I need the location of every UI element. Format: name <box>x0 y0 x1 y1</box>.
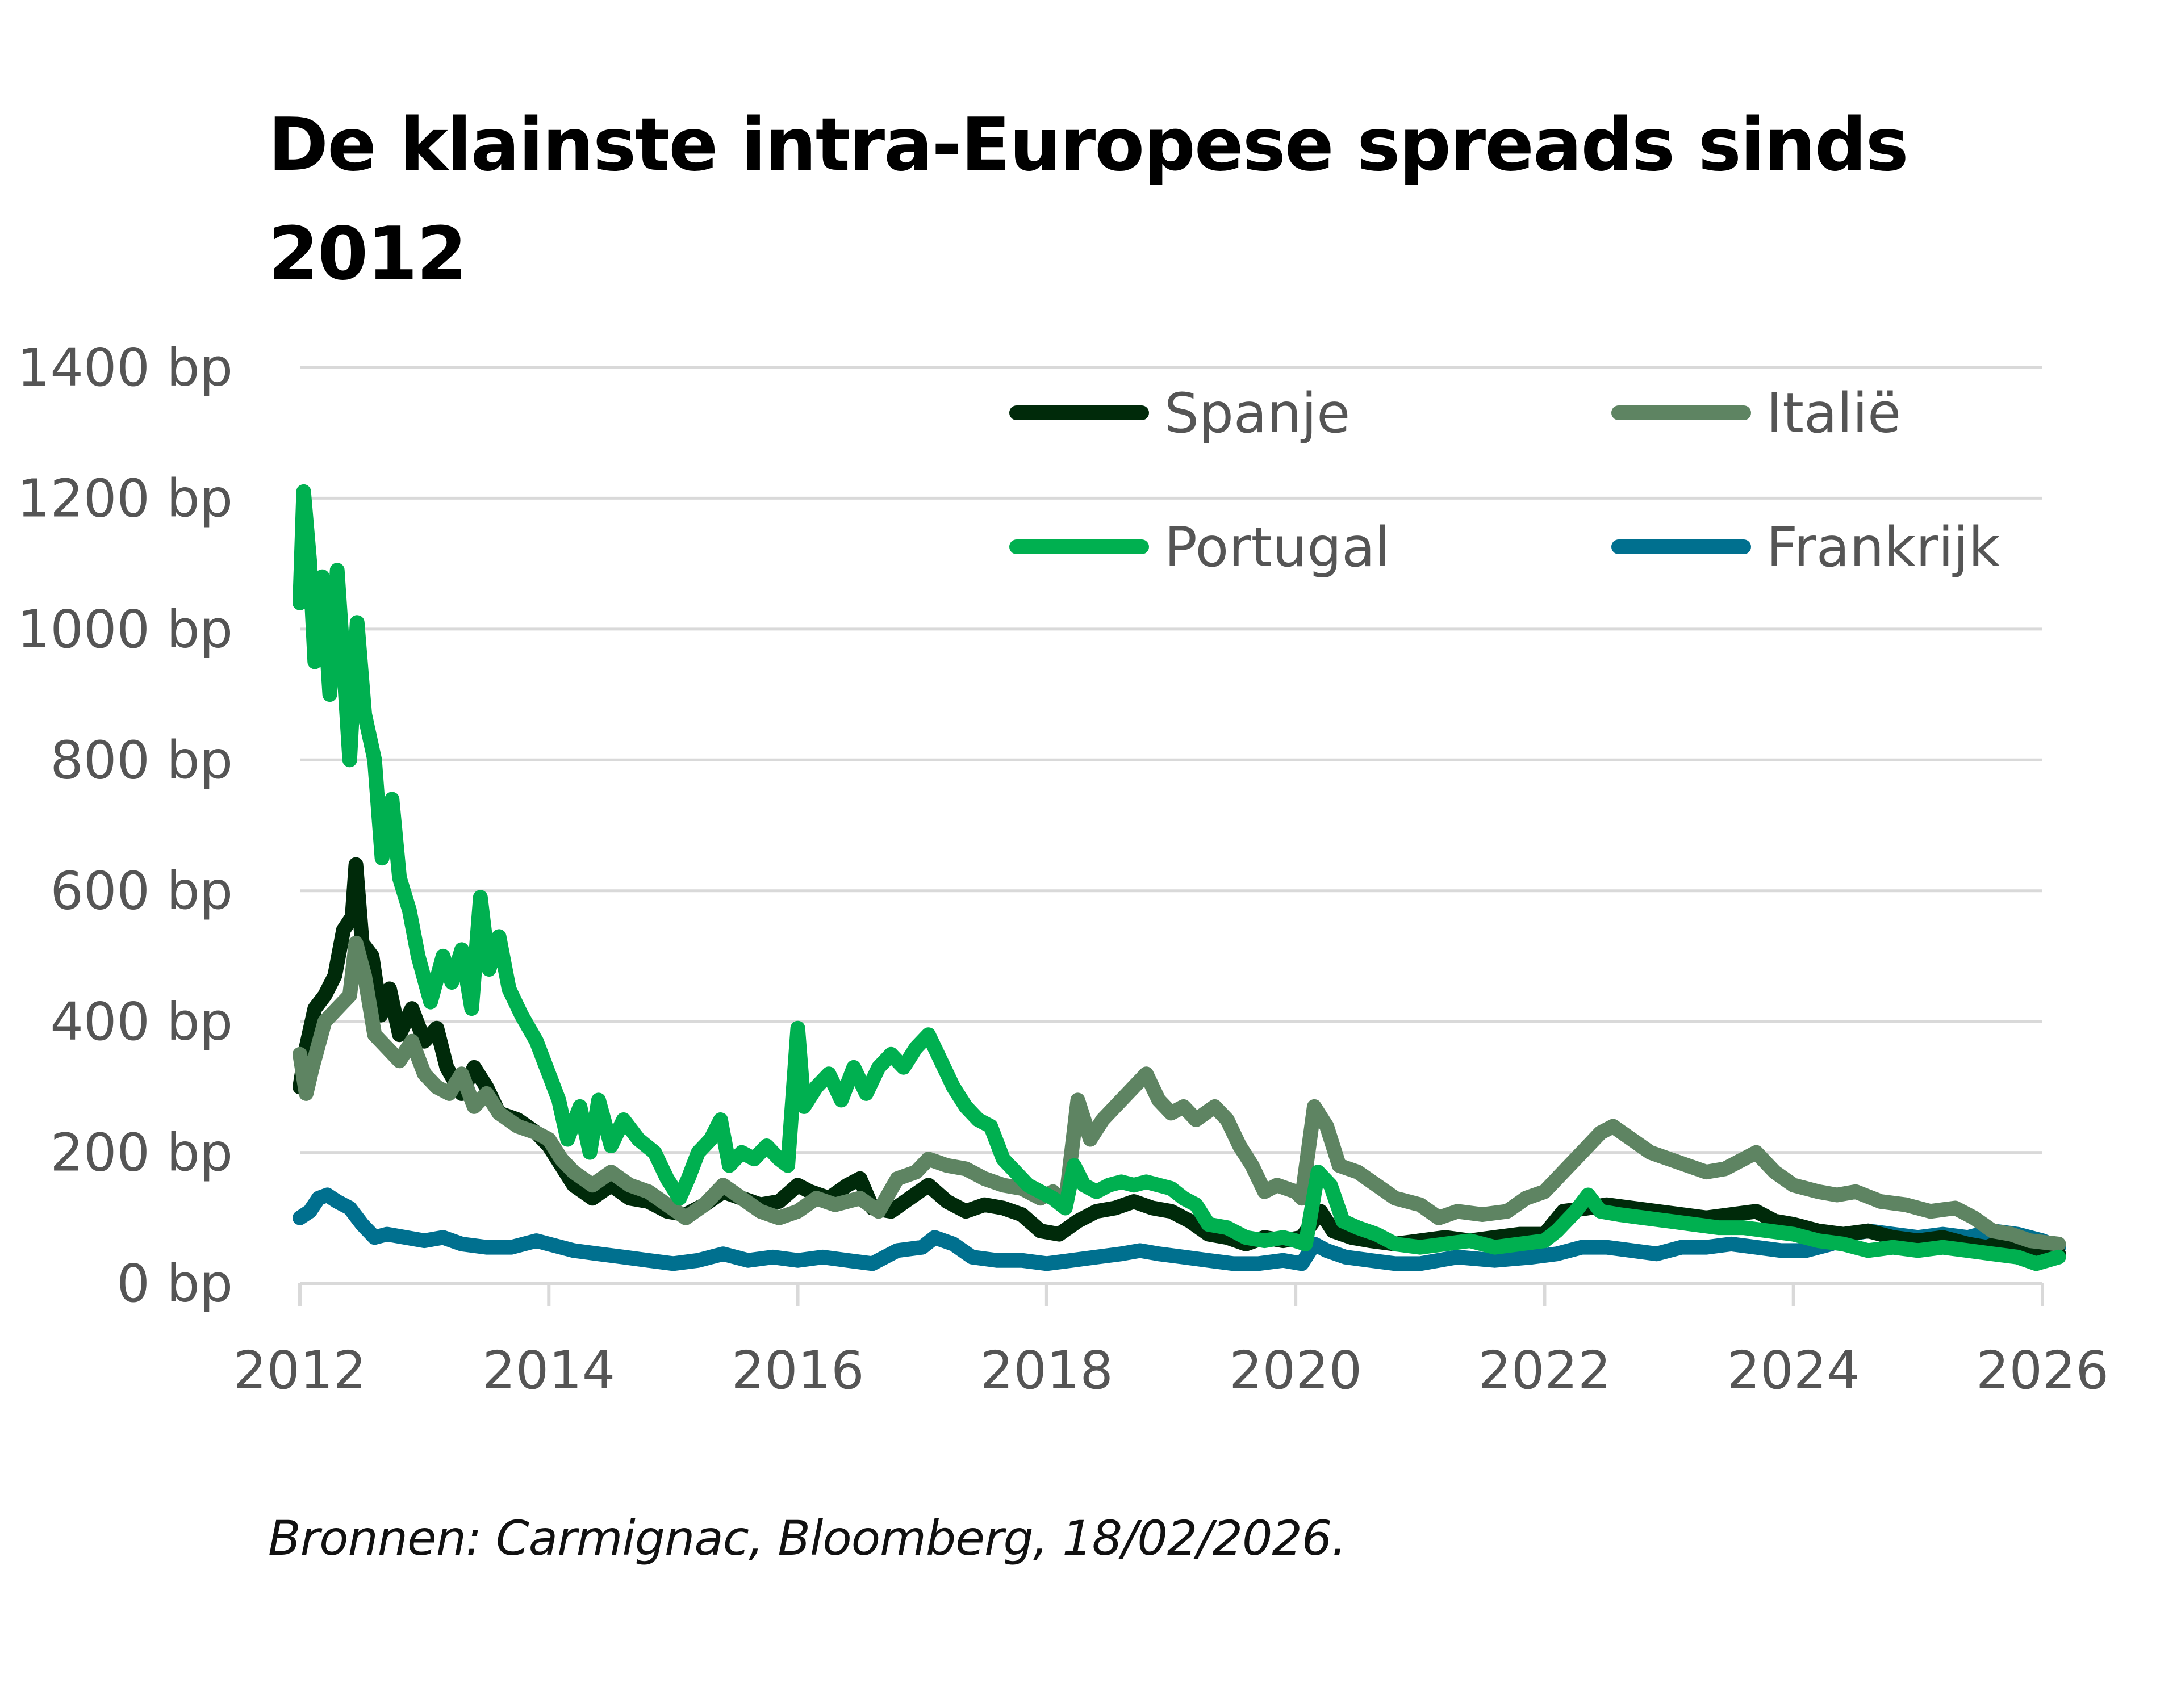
legend-label: Italië <box>1766 382 1901 445</box>
y-tick-label: 1000 bp <box>17 599 233 660</box>
x-tick-label: 2020 <box>1229 1340 1362 1401</box>
x-axis: 2012 2014 2016 2018 2020 2022 2024 2026 <box>233 1282 2109 1401</box>
legend-item-itali: Italië <box>1611 382 1901 445</box>
gridlines <box>300 366 2042 1154</box>
x-tick-label: 2016 <box>732 1340 864 1401</box>
x-tick-label: 2026 <box>1976 1340 2109 1401</box>
y-tick-label: 600 bp <box>50 861 233 922</box>
legend-label: Portugal <box>1164 516 1390 579</box>
y-tick-label: 0 bp <box>116 1253 233 1314</box>
source-footnote: Bronnen: Carmignac, Bloomberg, 18/02/202… <box>268 1510 1347 1566</box>
y-tick-label: 200 bp <box>50 1123 233 1183</box>
series-line-itali <box>293 935 2066 1251</box>
legend-label: Spanje <box>1164 382 1350 445</box>
legend-item-frankrijk: Frankrijk <box>1611 516 2000 579</box>
legend-item-portugal: Portugal <box>1009 516 1390 579</box>
chart-title: De klainste intra-Europese spreads sinds… <box>268 103 1909 296</box>
legend: Spanje Italië Portugal Frankrijk <box>1009 382 2000 579</box>
series-lines <box>293 484 2066 1271</box>
series-line-portugal <box>293 484 2066 1271</box>
legend-item-spanje: Spanje <box>1009 382 1350 445</box>
y-tick-label: 400 bp <box>50 991 233 1052</box>
y-axis: 0 bp 200 bp 400 bp 600 bp 800 bp 1000 bp 1200 … <box>17 337 233 1314</box>
legend-label: Frankrijk <box>1766 516 2000 579</box>
series-line-frankrijk <box>293 1187 2066 1271</box>
x-tick-label: 2012 <box>233 1340 366 1401</box>
y-tick-label: 1400 bp <box>17 337 233 398</box>
x-tick-label: 2014 <box>482 1340 615 1401</box>
y-tick-label: 1200 bp <box>17 468 233 529</box>
y-tick-label: 800 bp <box>50 730 233 790</box>
x-tick-label: 2024 <box>1727 1340 1860 1401</box>
x-tick-label: 2018 <box>980 1340 1113 1401</box>
x-tick-label: 2022 <box>1478 1340 1611 1401</box>
